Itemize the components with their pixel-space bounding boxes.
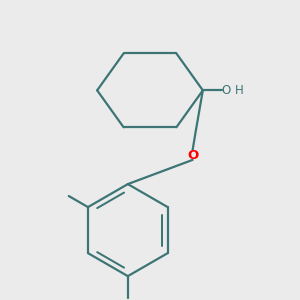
- Text: O: O: [221, 84, 231, 97]
- Text: H: H: [235, 84, 243, 97]
- Text: O: O: [187, 148, 198, 162]
